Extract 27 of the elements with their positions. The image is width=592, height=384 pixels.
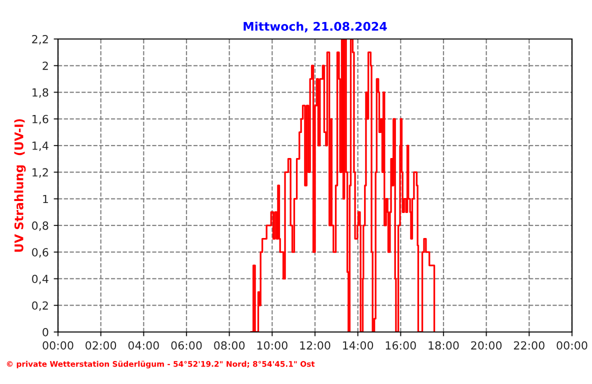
y-tick-label: 0 [42, 328, 48, 336]
x-tick-label: 10:00 [257, 341, 288, 350]
x-tick-label: 00:00 [42, 341, 74, 350]
y-tick-label: 0,2 [32, 301, 48, 311]
x-tick-label: 18:00 [428, 341, 459, 350]
x-tick-label: 00:00 [556, 341, 588, 350]
x-tick-label: 08:00 [214, 341, 245, 350]
y-tick-label: 1,4 [32, 142, 48, 152]
x-tick-label: 04:00 [128, 341, 159, 350]
y-tick-label: 1,6 [32, 114, 48, 124]
y-tick-label: 2 [42, 62, 48, 70]
x-tick-label: 12:00 [300, 341, 330, 350]
y-tick-label: 0,6 [32, 248, 48, 258]
x-tick-label: 02:00 [86, 341, 116, 350]
y-tick-label: 0,4 [32, 274, 48, 284]
x-tick-label: 16:00 [386, 341, 416, 350]
y-tick-label: 0,8 [32, 221, 48, 231]
x-tick-label: 20:00 [471, 341, 502, 350]
y-tick-label: 2,2 [32, 34, 48, 45]
y-tick-label: 1 [43, 194, 48, 204]
y-tick-label: 1,8 [32, 88, 48, 98]
x-tick-label: 22:00 [514, 341, 544, 350]
y-axis-title: UV Strahlung (UV-I) [14, 119, 26, 252]
y-tick-label: 1,2 [32, 168, 48, 178]
chart-title: Mittwoch, 21.08.2024 [244, 22, 387, 32]
x-tick-label: 14:00 [343, 341, 374, 350]
x-tick-label: 06:00 [171, 341, 202, 350]
